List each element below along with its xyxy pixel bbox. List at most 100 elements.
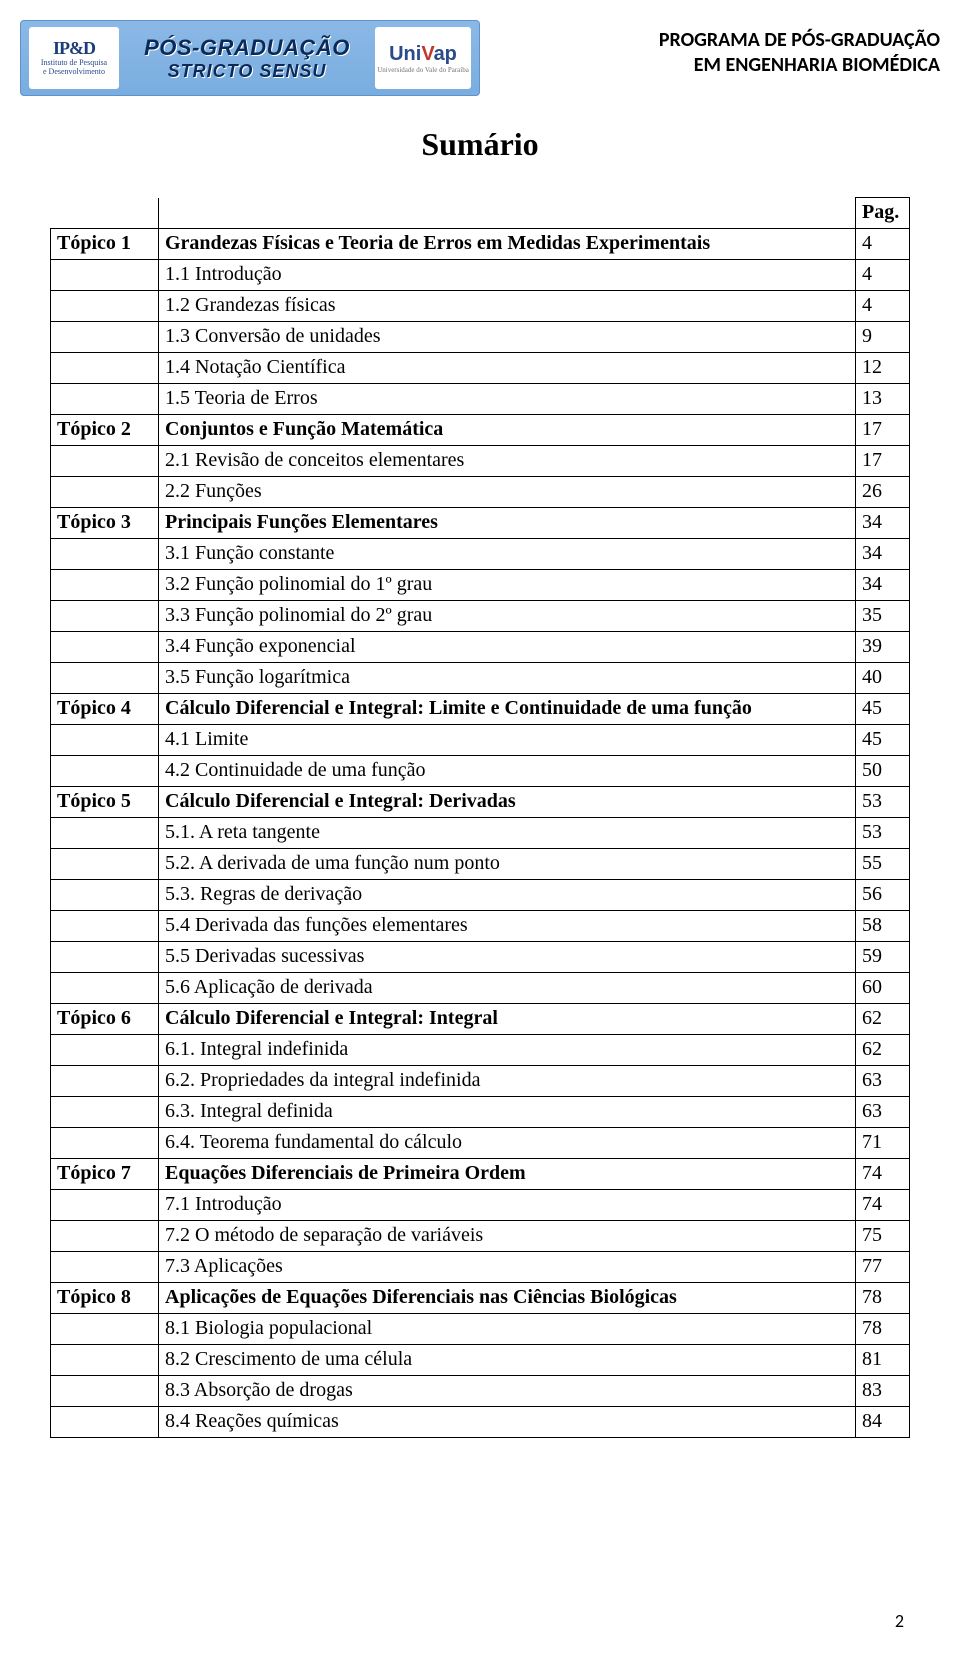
pos-line1: PÓS-GRADUAÇÃO xyxy=(125,35,369,61)
toc-desc-cell: 3.1 Função constante xyxy=(159,539,856,570)
toc-page-cell: 77 xyxy=(856,1252,910,1283)
toc-topic-cell xyxy=(51,601,159,632)
page-number: 2 xyxy=(895,1610,904,1632)
toc-page-cell: 59 xyxy=(856,942,910,973)
toc-topic-cell: Tópico 7 xyxy=(51,1159,159,1190)
toc-page-cell: 53 xyxy=(856,818,910,849)
toc-page-cell: 63 xyxy=(856,1097,910,1128)
univap-sub: Universidade do Vale do Paraíba xyxy=(377,66,469,74)
toc-desc-cell: 6.1. Integral indefinida xyxy=(159,1035,856,1066)
ipd-logo-line2: e Desenvolvimento xyxy=(43,68,105,77)
toc-desc-cell: 6.2. Propriedades da integral indefinida xyxy=(159,1066,856,1097)
ipd-logo-title: IP&D xyxy=(53,39,95,59)
toc-page-cell: 81 xyxy=(856,1345,910,1376)
program-logo-text: PÓS-GRADUAÇÃO STRICTO SENSU xyxy=(125,35,369,82)
toc-row: 1.1 Introdução4 xyxy=(51,260,910,291)
toc-page-cell: 40 xyxy=(856,663,910,694)
toc-desc-cell: 5.6 Aplicação de derivada xyxy=(159,973,856,1004)
toc-desc-cell: 5.4 Derivada das funções elementares xyxy=(159,911,856,942)
toc-topic-cell xyxy=(51,725,159,756)
toc-desc-cell: 1.5 Teoria de Erros xyxy=(159,384,856,415)
toc-desc-cell: 5.5 Derivadas sucessivas xyxy=(159,942,856,973)
toc-desc-cell: 1.4 Notação Científica xyxy=(159,353,856,384)
toc-desc-cell: Cálculo Diferencial e Integral: Limite e… xyxy=(159,694,856,725)
toc-topic-cell xyxy=(51,973,159,1004)
header-right-line2: EM ENGENHARIA BIOMÉDICA xyxy=(659,53,940,78)
toc-row: Tópico 4Cálculo Diferencial e Integral: … xyxy=(51,694,910,725)
toc-page-cell: 63 xyxy=(856,1066,910,1097)
page-title: Sumário xyxy=(50,126,910,163)
toc-page-cell: 78 xyxy=(856,1314,910,1345)
toc-table: Pag. Tópico 1Grandezas Físicas e Teoria … xyxy=(50,197,910,1438)
header-right-line1: PROGRAMA DE PÓS-GRADUAÇÃO xyxy=(659,28,940,53)
toc-desc-cell: 8.2 Crescimento de uma célula xyxy=(159,1345,856,1376)
toc-page-cell: 34 xyxy=(856,539,910,570)
toc-topic-cell xyxy=(51,322,159,353)
toc-topic-cell xyxy=(51,1376,159,1407)
toc-page-cell: 34 xyxy=(856,508,910,539)
toc-desc-cell: Conjuntos e Função Matemática xyxy=(159,415,856,446)
toc-desc-cell: Grandezas Físicas e Teoria de Erros em M… xyxy=(159,229,856,260)
toc-row: 1.3 Conversão de unidades9 xyxy=(51,322,910,353)
toc-row: 3.5 Função logarítmica40 xyxy=(51,663,910,694)
toc-topic-cell xyxy=(51,1066,159,1097)
toc-desc-cell: 3.3 Função polinomial do 2º grau xyxy=(159,601,856,632)
toc-desc-cell: 7.2 O método de separação de variáveis xyxy=(159,1221,856,1252)
toc-page-cell: 4 xyxy=(856,291,910,322)
toc-row: 8.2 Crescimento de uma célula81 xyxy=(51,1345,910,1376)
toc-desc-cell: 4.1 Limite xyxy=(159,725,856,756)
toc-topic-cell xyxy=(51,818,159,849)
toc-desc-cell: Cálculo Diferencial e Integral: Integral xyxy=(159,1004,856,1035)
toc-topic-cell xyxy=(51,353,159,384)
toc-page-cell: 39 xyxy=(856,632,910,663)
toc-topic-cell: Tópico 4 xyxy=(51,694,159,725)
toc-row: Tópico 7Equações Diferenciais de Primeir… xyxy=(51,1159,910,1190)
toc-topic-cell xyxy=(51,1190,159,1221)
toc-row: 3.1 Função constante34 xyxy=(51,539,910,570)
univap-logo: UniVap Universidade do Vale do Paraíba xyxy=(375,27,471,89)
toc-desc-cell: 1.3 Conversão de unidades xyxy=(159,322,856,353)
ipd-logo: IP&D Instituto de Pesquisa e Desenvolvim… xyxy=(29,27,119,89)
toc-desc-cell: 5.2. A derivada de uma função num ponto xyxy=(159,849,856,880)
toc-page-cell: 78 xyxy=(856,1283,910,1314)
toc-row: 3.2 Função polinomial do 1º grau34 xyxy=(51,570,910,601)
toc-desc-cell: 6.3. Integral definida xyxy=(159,1097,856,1128)
toc-row: 1.5 Teoria de Erros13 xyxy=(51,384,910,415)
toc-desc-cell: Cálculo Diferencial e Integral: Derivada… xyxy=(159,787,856,818)
toc-row: 2.2 Funções26 xyxy=(51,477,910,508)
toc-page-cell: 71 xyxy=(856,1128,910,1159)
toc-page-cell: 34 xyxy=(856,570,910,601)
toc-row: 3.3 Função polinomial do 2º grau35 xyxy=(51,601,910,632)
toc-topic-cell xyxy=(51,1035,159,1066)
toc-topic-cell xyxy=(51,291,159,322)
toc-page-cell: 13 xyxy=(856,384,910,415)
toc-topic-cell xyxy=(51,1097,159,1128)
toc-page-cell: 35 xyxy=(856,601,910,632)
toc-row: 4.2 Continuidade de uma função50 xyxy=(51,756,910,787)
toc-desc-cell: 4.2 Continuidade de uma função xyxy=(159,756,856,787)
toc-desc-cell: 3.2 Função polinomial do 1º grau xyxy=(159,570,856,601)
toc-page-cell: 62 xyxy=(856,1035,910,1066)
toc-row: 5.5 Derivadas sucessivas59 xyxy=(51,942,910,973)
toc-row: 7.2 O método de separação de variáveis75 xyxy=(51,1221,910,1252)
toc-page-cell: 74 xyxy=(856,1190,910,1221)
toc-page-cell: 74 xyxy=(856,1159,910,1190)
toc-page-cell: 84 xyxy=(856,1407,910,1438)
toc-topic-cell xyxy=(51,632,159,663)
header-right: PROGRAMA DE PÓS-GRADUAÇÃO EM ENGENHARIA … xyxy=(659,20,940,78)
toc-topic-cell xyxy=(51,1345,159,1376)
toc-topic-cell xyxy=(51,260,159,291)
toc-desc-cell: 8.3 Absorção de drogas xyxy=(159,1376,856,1407)
toc-topic-cell xyxy=(51,849,159,880)
toc-topic-cell xyxy=(51,1128,159,1159)
toc-topic-cell xyxy=(51,384,159,415)
toc-row: 5.1. A reta tangente53 xyxy=(51,818,910,849)
toc-desc-cell: Equações Diferenciais de Primeira Ordem xyxy=(159,1159,856,1190)
toc-topic-cell: Tópico 8 xyxy=(51,1283,159,1314)
page-header: IP&D Instituto de Pesquisa e Desenvolvim… xyxy=(20,20,940,96)
toc-desc-cell: 5.1. A reta tangente xyxy=(159,818,856,849)
toc-row: 5.2. A derivada de uma função num ponto5… xyxy=(51,849,910,880)
univap-title: UniVap xyxy=(389,43,457,66)
toc-page-cell: 9 xyxy=(856,322,910,353)
logo-banner: IP&D Instituto de Pesquisa e Desenvolvim… xyxy=(20,20,480,96)
